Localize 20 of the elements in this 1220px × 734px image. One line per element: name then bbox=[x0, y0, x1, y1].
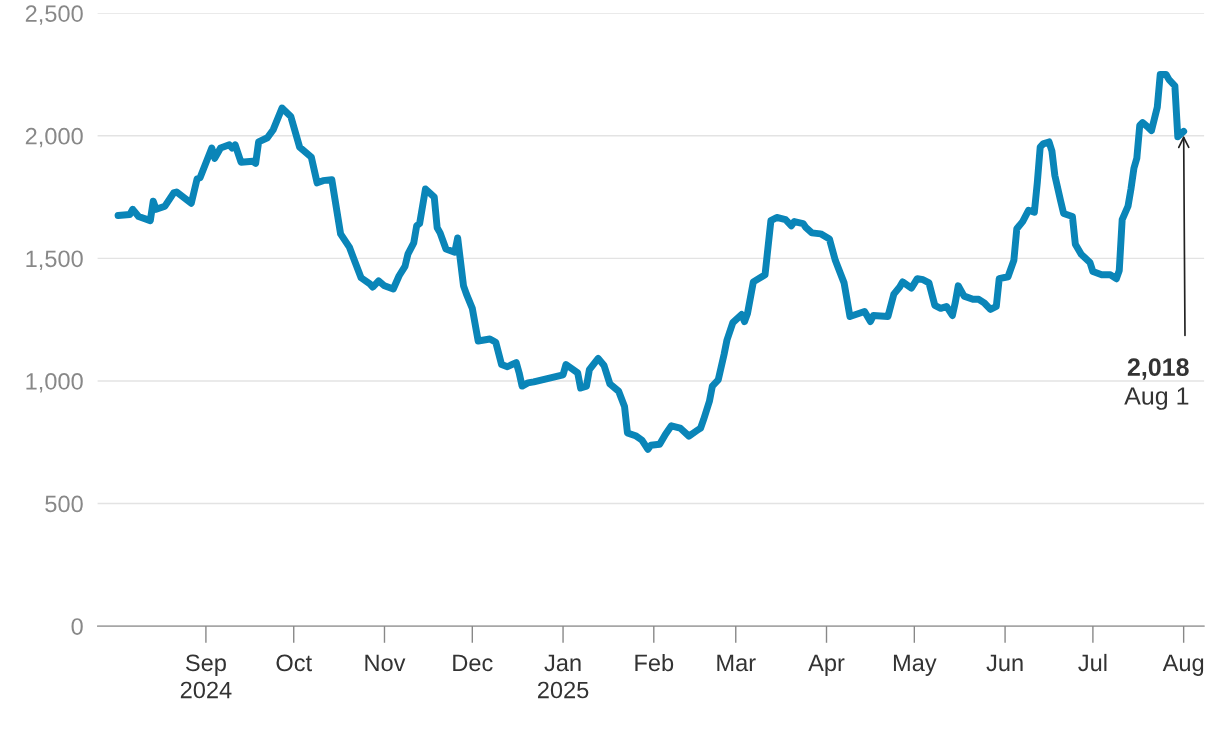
y-tick-label: 1,000 bbox=[26, 373, 83, 393]
y-tick-label: 500 bbox=[45, 495, 83, 513]
x-tick-label: May bbox=[893, 654, 937, 676]
annotation: 2,018 bbox=[1127, 358, 1189, 380]
x-tick-label: Feb bbox=[635, 653, 674, 672]
annotation: Aug 1 bbox=[1124, 387, 1189, 410]
x-tick-label: Mar bbox=[717, 654, 756, 672]
x-tick-label: Sep 2024 bbox=[180, 654, 232, 699]
x-tick-label: Jan 2025 bbox=[537, 654, 589, 699]
y-tick-label: 1,500 bbox=[26, 250, 83, 270]
y-tick-label: 2,000 bbox=[25, 127, 83, 148]
x-tick-label: Jun bbox=[986, 654, 1023, 672]
x-tick-label: Nov bbox=[365, 654, 406, 672]
y-tick-label: 0 bbox=[71, 618, 83, 635]
x-tick-label: Jul bbox=[1078, 653, 1107, 672]
x-tick-label: Aug bbox=[1162, 654, 1204, 676]
x-tick-label: Oct bbox=[276, 654, 312, 672]
x-tick-label: Apr bbox=[808, 654, 845, 676]
x-tick-label: Dec bbox=[453, 654, 493, 672]
y-tick-label: 2,500 bbox=[25, 5, 83, 25]
